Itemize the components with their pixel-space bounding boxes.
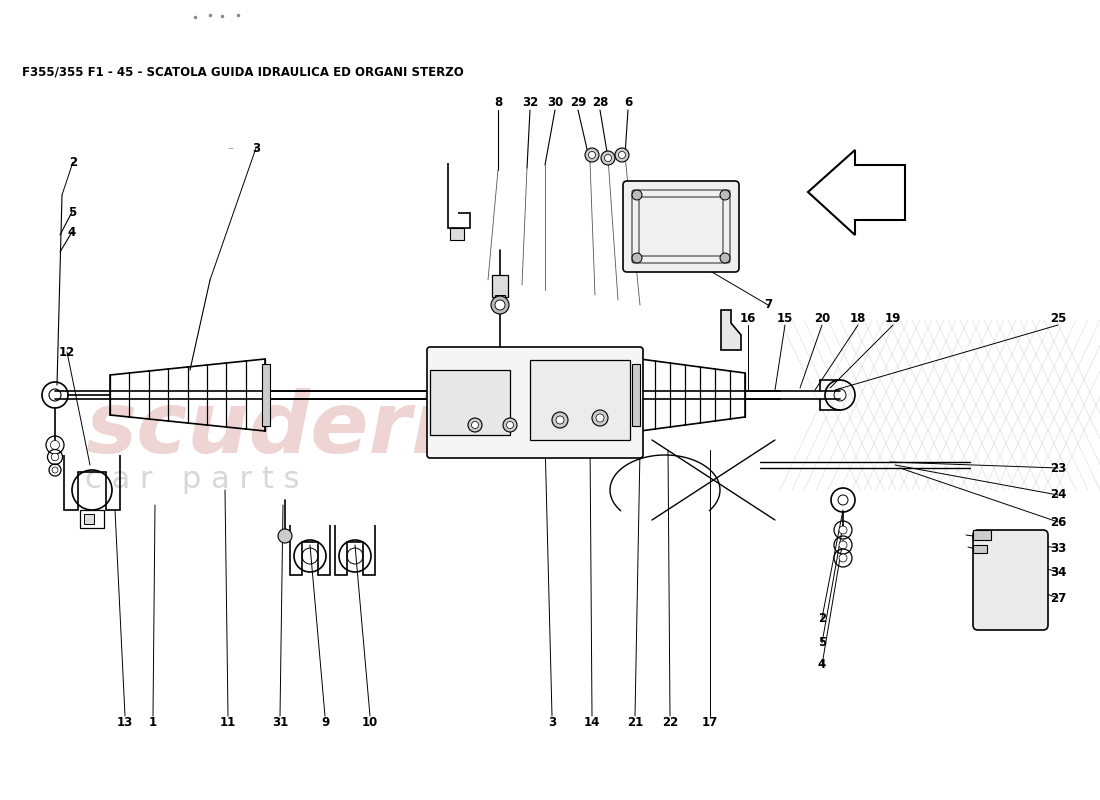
Circle shape: [839, 541, 847, 549]
Text: 33: 33: [1049, 542, 1066, 554]
Text: c a r   p a r t s: c a r p a r t s: [85, 466, 299, 494]
Text: 2: 2: [818, 611, 826, 625]
Circle shape: [720, 190, 730, 200]
Text: –: –: [228, 143, 233, 153]
Bar: [450, 228, 464, 240]
Text: 27: 27: [1049, 591, 1066, 605]
Bar: [974, 545, 987, 553]
Circle shape: [592, 410, 608, 426]
Circle shape: [839, 526, 847, 534]
Circle shape: [52, 467, 58, 473]
Text: 30: 30: [547, 97, 563, 110]
Bar: [84, 514, 94, 524]
Text: 7: 7: [763, 298, 772, 311]
Text: 6: 6: [624, 97, 632, 110]
Text: 4: 4: [68, 226, 76, 238]
Text: 29: 29: [570, 97, 586, 110]
Text: 1: 1: [148, 717, 157, 730]
Text: 18: 18: [850, 311, 866, 325]
Bar: [492, 275, 508, 297]
Circle shape: [491, 296, 509, 314]
Text: 3: 3: [252, 142, 260, 154]
Circle shape: [632, 190, 642, 200]
Circle shape: [720, 253, 730, 263]
Polygon shape: [808, 150, 905, 235]
Circle shape: [278, 529, 292, 543]
Text: 31: 31: [272, 717, 288, 730]
Text: 13: 13: [117, 717, 133, 730]
Text: 12: 12: [59, 346, 75, 358]
Circle shape: [506, 422, 514, 429]
Text: 26: 26: [1049, 515, 1066, 529]
Text: 23: 23: [1049, 462, 1066, 474]
Circle shape: [51, 441, 59, 450]
Bar: [430, 370, 510, 435]
Text: 4: 4: [818, 658, 826, 671]
Circle shape: [839, 554, 847, 562]
Bar: [632, 364, 640, 426]
Text: 16: 16: [740, 311, 756, 325]
Text: 17: 17: [702, 717, 718, 730]
Text: scuderia: scuderia: [85, 389, 498, 471]
FancyBboxPatch shape: [974, 530, 1048, 630]
Text: 28: 28: [592, 97, 608, 110]
Circle shape: [585, 148, 600, 162]
Circle shape: [556, 416, 564, 424]
Text: 32: 32: [521, 97, 538, 110]
Circle shape: [468, 418, 482, 432]
Text: 10: 10: [362, 717, 378, 730]
Text: 20: 20: [814, 311, 830, 325]
Circle shape: [601, 151, 615, 165]
Circle shape: [618, 151, 626, 158]
Circle shape: [596, 414, 604, 422]
Text: 11: 11: [220, 717, 236, 730]
Text: 9: 9: [321, 717, 329, 730]
Circle shape: [52, 454, 58, 461]
FancyBboxPatch shape: [427, 347, 644, 458]
Text: 5: 5: [818, 637, 826, 650]
Bar: [495, 295, 505, 300]
Text: 19: 19: [884, 311, 901, 325]
Circle shape: [615, 148, 629, 162]
Bar: [262, 364, 270, 426]
Text: 34: 34: [1049, 566, 1066, 578]
Text: 2: 2: [69, 155, 77, 169]
Circle shape: [503, 418, 517, 432]
Circle shape: [632, 253, 642, 263]
Text: 15: 15: [777, 311, 793, 325]
Bar: [974, 530, 991, 540]
Text: 8: 8: [494, 97, 502, 110]
Circle shape: [472, 422, 478, 429]
Polygon shape: [720, 310, 741, 350]
Text: 3: 3: [548, 717, 557, 730]
Circle shape: [588, 151, 595, 158]
Text: 25: 25: [1049, 311, 1066, 325]
Text: 5: 5: [68, 206, 76, 218]
Circle shape: [552, 412, 568, 428]
Bar: [80, 510, 104, 528]
Text: 21: 21: [627, 717, 644, 730]
Text: 14: 14: [584, 717, 601, 730]
Text: F355/355 F1 - 45 - SCATOLA GUIDA IDRAULICA ED ORGANI STERZO: F355/355 F1 - 45 - SCATOLA GUIDA IDRAULI…: [22, 66, 464, 78]
Circle shape: [495, 300, 505, 310]
FancyBboxPatch shape: [623, 181, 739, 272]
Circle shape: [605, 154, 612, 162]
Text: 22: 22: [662, 717, 678, 730]
Text: 24: 24: [1049, 489, 1066, 502]
Bar: [530, 360, 630, 440]
